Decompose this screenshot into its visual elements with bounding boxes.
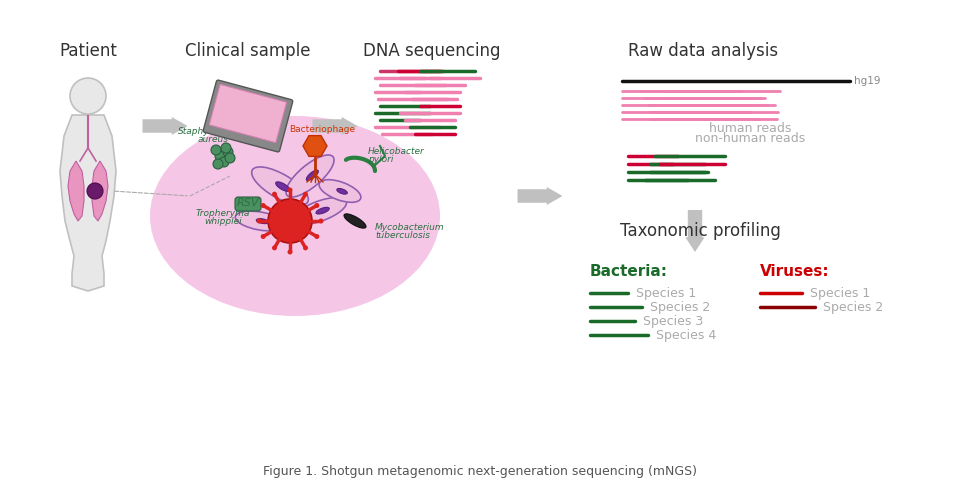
Text: Bacteriophage: Bacteriophage [289, 125, 355, 135]
Circle shape [287, 188, 293, 192]
Text: Species 4: Species 4 [656, 329, 716, 342]
Text: Taxonomic profiling: Taxonomic profiling [619, 222, 780, 240]
Circle shape [272, 245, 277, 250]
Text: human reads: human reads [708, 122, 791, 136]
Ellipse shape [319, 180, 361, 202]
Circle shape [256, 219, 261, 224]
Circle shape [213, 159, 223, 169]
Text: Species 1: Species 1 [810, 287, 871, 299]
FancyBboxPatch shape [204, 80, 293, 152]
Text: Clinical sample: Clinical sample [185, 42, 311, 60]
Ellipse shape [256, 219, 269, 224]
Text: RSV: RSV [237, 198, 259, 208]
Circle shape [223, 147, 233, 157]
Ellipse shape [344, 214, 366, 228]
Ellipse shape [306, 170, 319, 181]
Text: tuberculosis: tuberculosis [375, 231, 430, 241]
Polygon shape [68, 161, 84, 221]
Ellipse shape [286, 155, 334, 197]
Circle shape [268, 199, 312, 243]
Circle shape [261, 203, 266, 208]
Circle shape [221, 143, 231, 153]
Text: Bacteria:: Bacteria: [590, 263, 668, 278]
Polygon shape [685, 210, 705, 252]
Circle shape [215, 151, 225, 161]
Text: DNA sequencing: DNA sequencing [363, 42, 501, 60]
Polygon shape [303, 136, 327, 156]
Ellipse shape [150, 116, 440, 316]
Circle shape [219, 157, 229, 167]
Text: Species 2: Species 2 [823, 300, 883, 313]
FancyBboxPatch shape [209, 85, 286, 142]
Circle shape [303, 191, 308, 197]
Polygon shape [313, 117, 357, 135]
Circle shape [303, 245, 308, 250]
Text: non-human reads: non-human reads [695, 133, 805, 145]
Ellipse shape [337, 189, 348, 194]
Circle shape [314, 203, 320, 208]
Polygon shape [142, 117, 187, 135]
Ellipse shape [316, 208, 329, 214]
Text: pylori: pylori [368, 155, 394, 163]
Text: Helicobacter: Helicobacter [368, 146, 424, 156]
Text: Figure 1. Shotgun metagenomic next-generation sequencing (mNGS): Figure 1. Shotgun metagenomic next-gener… [263, 465, 697, 478]
Circle shape [272, 191, 277, 197]
Text: Patient: Patient [60, 42, 117, 60]
Text: Species 3: Species 3 [643, 314, 704, 328]
Text: Tropheryma: Tropheryma [196, 208, 251, 218]
Text: Species 1: Species 1 [636, 287, 696, 299]
Circle shape [261, 234, 266, 239]
Circle shape [211, 145, 221, 155]
Ellipse shape [252, 167, 308, 205]
Text: whipplei: whipplei [204, 216, 242, 226]
Text: Raw data analysis: Raw data analysis [628, 42, 778, 60]
Circle shape [319, 219, 324, 224]
Polygon shape [92, 161, 108, 221]
Ellipse shape [294, 198, 347, 225]
Ellipse shape [235, 211, 285, 231]
FancyBboxPatch shape [235, 197, 261, 211]
Circle shape [87, 183, 103, 199]
Circle shape [314, 234, 320, 239]
Polygon shape [517, 187, 563, 205]
Text: Mycobacterium: Mycobacterium [375, 224, 444, 232]
Text: Staphylococcus: Staphylococcus [178, 126, 249, 136]
Circle shape [225, 153, 235, 163]
Text: aureus: aureus [198, 135, 228, 143]
Circle shape [287, 249, 293, 255]
Ellipse shape [276, 182, 290, 191]
Text: Species 2: Species 2 [650, 300, 710, 313]
Text: Viruses:: Viruses: [760, 263, 829, 278]
Text: hg19: hg19 [854, 76, 880, 86]
Polygon shape [60, 115, 116, 291]
Circle shape [70, 78, 106, 114]
